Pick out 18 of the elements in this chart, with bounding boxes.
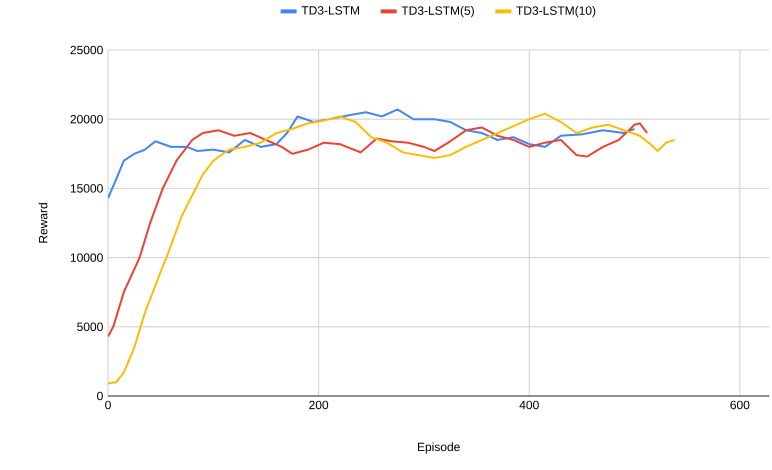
x-tick-label: 600 — [730, 400, 750, 410]
legend-label: TD3-LSTM — [302, 6, 360, 15]
y-tick-label: 20000 — [70, 114, 103, 124]
y-tick-label: 0 — [97, 392, 103, 400]
legend-label: TD3-LSTM(5) — [402, 6, 474, 18]
line-series — [108, 122, 648, 338]
y-axis-title: Reward — [38, 203, 48, 243]
x-axis-title: Episode — [418, 442, 460, 454]
y-tick-label: 25000 — [70, 46, 103, 54]
legend-label: TD3-LSTM(10) — [516, 6, 596, 18]
y-tick-label: 10000 — [70, 253, 103, 262]
line-series — [108, 108, 636, 200]
x-tick-label: 0 — [105, 400, 111, 410]
y-tick-label: 15000 — [70, 184, 103, 193]
y-tick-label: 5000 — [77, 322, 103, 332]
line-series — [108, 112, 676, 385]
x-tick-label: 200 — [309, 400, 328, 410]
x-tick-label: 400 — [519, 400, 539, 410]
